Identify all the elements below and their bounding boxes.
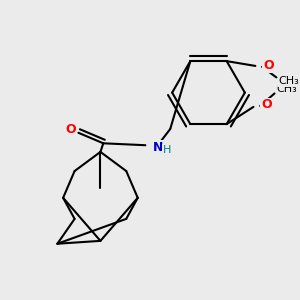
Text: O: O	[261, 98, 272, 112]
Text: O: O	[263, 59, 274, 72]
Text: O: O	[65, 123, 76, 136]
Text: N: N	[153, 141, 164, 154]
Text: H: H	[163, 145, 171, 155]
Text: CH₃: CH₃	[278, 76, 299, 86]
Text: CH₃: CH₃	[276, 84, 297, 94]
